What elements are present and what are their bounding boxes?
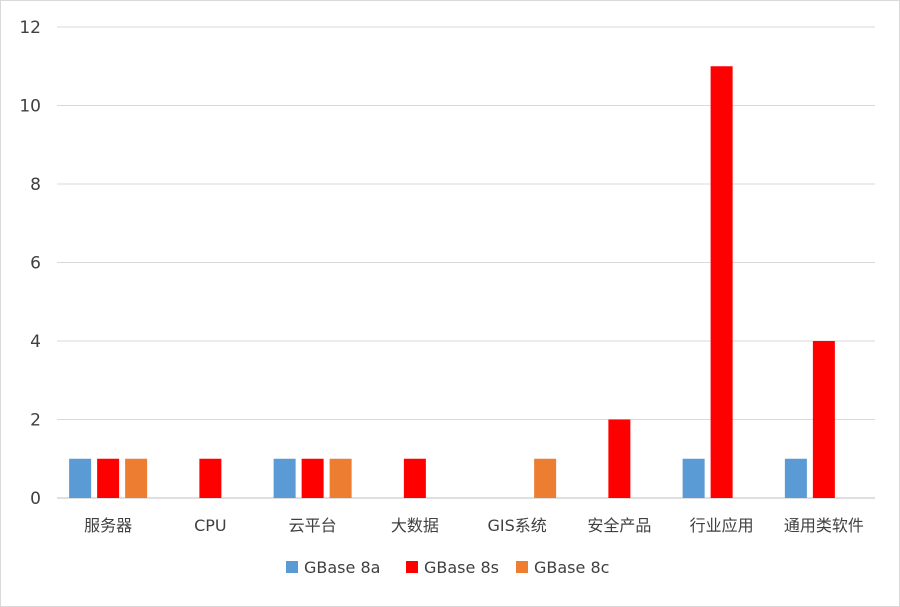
- bar-gbase-8s: [710, 66, 733, 498]
- bar-gbase-8s: [199, 458, 222, 498]
- legend-item: GBase 8c: [516, 558, 609, 577]
- y-tick-label: 0: [30, 489, 41, 509]
- y-tick-label: 4: [30, 332, 41, 352]
- x-category-label: 通用类软件: [784, 516, 864, 535]
- x-category-label: CPU: [194, 516, 227, 535]
- y-tick-label: 2: [30, 411, 41, 431]
- bar-gbase-8a: [273, 458, 296, 498]
- bar-gbase-8a: [682, 458, 705, 498]
- legend-swatch: [406, 561, 418, 573]
- bar-gbase-8s: [403, 458, 426, 498]
- legend-swatch: [286, 561, 298, 573]
- x-category-label: 行业应用: [690, 516, 754, 535]
- x-category-label: GIS系统: [487, 516, 546, 535]
- x-category-label: 安全产品: [587, 516, 651, 535]
- legend-label: GBase 8a: [304, 558, 380, 577]
- y-tick-label: 12: [19, 18, 41, 38]
- bar-gbase-8s: [608, 419, 631, 498]
- y-tick-label: 10: [19, 97, 41, 117]
- y-tick-label: 6: [30, 254, 41, 274]
- bar-gbase-8s: [812, 341, 835, 498]
- bar-gbase-8c: [329, 458, 352, 498]
- legend-swatch: [516, 561, 528, 573]
- legend-item: GBase 8a: [286, 558, 380, 577]
- legend-label: GBase 8c: [534, 558, 609, 577]
- x-category-label: 服务器: [84, 516, 132, 535]
- legend-item: GBase 8s: [406, 558, 499, 577]
- bar-gbase-8a: [784, 458, 807, 498]
- y-tick-label: 8: [30, 175, 41, 195]
- x-category-label: 大数据: [391, 516, 439, 535]
- bar-gbase-8s: [97, 458, 120, 498]
- bar-gbase-8c: [534, 458, 557, 498]
- legend-label: GBase 8s: [424, 558, 499, 577]
- bar-gbase-8s: [301, 458, 324, 498]
- bar-gbase-8a: [69, 458, 92, 498]
- bar-gbase-8c: [125, 458, 148, 498]
- x-category-label: 云平台: [289, 516, 337, 535]
